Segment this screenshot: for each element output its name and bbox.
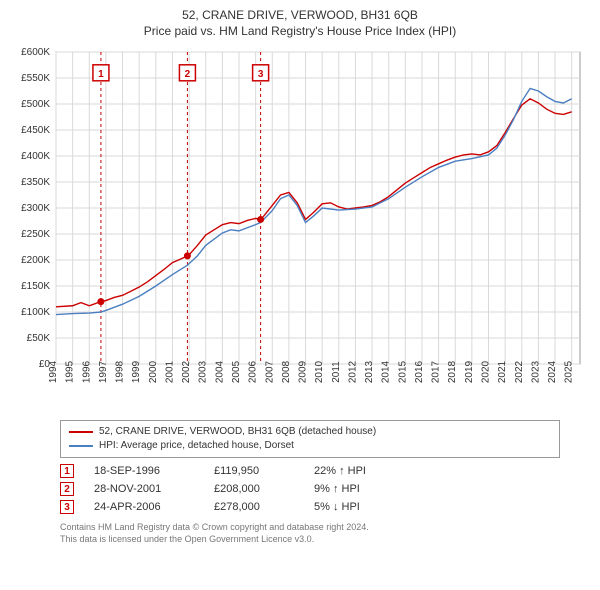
- svg-text:2024: 2024: [547, 360, 558, 383]
- svg-text:2009: 2009: [298, 360, 309, 383]
- svg-text:1995: 1995: [65, 360, 76, 383]
- svg-text:1996: 1996: [81, 360, 92, 383]
- svg-text:1999: 1999: [131, 360, 142, 383]
- legend-swatch: [69, 431, 93, 433]
- svg-text:2004: 2004: [214, 360, 225, 383]
- footnote-line2: This data is licensed under the Open Gov…: [60, 534, 560, 546]
- svg-text:2013: 2013: [364, 360, 375, 383]
- svg-text:£600K: £600K: [21, 47, 50, 58]
- svg-text:1998: 1998: [115, 360, 126, 383]
- footnote-line1: Contains HM Land Registry data © Crown c…: [60, 522, 560, 534]
- legend-item: HPI: Average price, detached house, Dors…: [69, 439, 551, 453]
- svg-text:2018: 2018: [447, 360, 458, 383]
- svg-text:2015: 2015: [397, 360, 408, 383]
- sale-delta: 5% ↓ HPI: [314, 501, 404, 513]
- svg-text:£50K: £50K: [27, 333, 51, 344]
- line-chart-svg: £0£50K£100K£150K£200K£250K£300K£350K£400…: [0, 44, 600, 414]
- svg-text:2017: 2017: [431, 360, 442, 383]
- legend-item: 52, CRANE DRIVE, VERWOOD, BH31 6QB (deta…: [69, 425, 551, 439]
- svg-text:3: 3: [258, 69, 264, 80]
- svg-text:2025: 2025: [564, 360, 575, 383]
- svg-text:2: 2: [185, 69, 191, 80]
- sale-delta: 9% ↑ HPI: [314, 483, 404, 495]
- sale-date: 28-NOV-2001: [94, 483, 194, 495]
- svg-text:2006: 2006: [248, 360, 259, 383]
- sales-row: 3 24-APR-2006 £278,000 5% ↓ HPI: [60, 498, 560, 516]
- footnote: Contains HM Land Registry data © Crown c…: [60, 522, 560, 545]
- svg-text:2023: 2023: [530, 360, 541, 383]
- svg-text:£100K: £100K: [21, 307, 50, 318]
- svg-text:2000: 2000: [148, 360, 159, 383]
- svg-text:2016: 2016: [414, 360, 425, 383]
- svg-text:2008: 2008: [281, 360, 292, 383]
- svg-text:£500K: £500K: [21, 99, 50, 110]
- svg-text:1997: 1997: [98, 360, 109, 383]
- svg-text:£150K: £150K: [21, 281, 50, 292]
- sale-marker-box: 1: [60, 464, 74, 478]
- svg-text:£200K: £200K: [21, 255, 50, 266]
- svg-text:1994: 1994: [48, 360, 59, 383]
- chart-title: 52, CRANE DRIVE, VERWOOD, BH31 6QB: [0, 0, 600, 22]
- sale-marker-box: 2: [60, 482, 74, 496]
- chart-area: £0£50K£100K£150K£200K£250K£300K£350K£400…: [0, 44, 600, 414]
- sale-marker-box: 3: [60, 500, 74, 514]
- svg-text:2005: 2005: [231, 360, 242, 383]
- svg-text:1: 1: [98, 69, 104, 80]
- svg-text:2014: 2014: [381, 360, 392, 383]
- legend-label: HPI: Average price, detached house, Dors…: [99, 439, 294, 453]
- legend-label: 52, CRANE DRIVE, VERWOOD, BH31 6QB (deta…: [99, 425, 376, 439]
- svg-text:£400K: £400K: [21, 151, 50, 162]
- svg-text:£350K: £350K: [21, 177, 50, 188]
- sale-date: 24-APR-2006: [94, 501, 194, 513]
- svg-text:2010: 2010: [314, 360, 325, 383]
- sale-delta: 22% ↑ HPI: [314, 465, 404, 477]
- svg-text:2007: 2007: [264, 360, 275, 383]
- svg-text:£250K: £250K: [21, 229, 50, 240]
- svg-text:2002: 2002: [181, 360, 192, 383]
- svg-text:2001: 2001: [164, 360, 175, 383]
- svg-text:2011: 2011: [331, 361, 342, 383]
- svg-text:2020: 2020: [481, 360, 492, 383]
- svg-text:£300K: £300K: [21, 203, 50, 214]
- svg-text:2022: 2022: [514, 360, 525, 383]
- sale-price: £119,950: [214, 465, 294, 477]
- chart-subtitle: Price paid vs. HM Land Registry's House …: [0, 22, 600, 44]
- svg-text:2021: 2021: [497, 360, 508, 383]
- svg-text:2019: 2019: [464, 360, 475, 383]
- svg-text:£450K: £450K: [21, 125, 50, 136]
- svg-text:2012: 2012: [347, 360, 358, 383]
- legend: 52, CRANE DRIVE, VERWOOD, BH31 6QB (deta…: [60, 420, 560, 458]
- svg-text:2003: 2003: [198, 360, 209, 383]
- sale-price: £278,000: [214, 501, 294, 513]
- legend-swatch: [69, 445, 93, 447]
- sale-date: 18-SEP-1996: [94, 465, 194, 477]
- sales-row: 1 18-SEP-1996 £119,950 22% ↑ HPI: [60, 462, 560, 480]
- sales-table: 1 18-SEP-1996 £119,950 22% ↑ HPI 2 28-NOV-200…: [60, 462, 560, 516]
- svg-text:£550K: £550K: [21, 73, 50, 84]
- sales-row: 2 28-NOV-2001 £208,000 9% ↑ HPI: [60, 480, 560, 498]
- sale-price: £208,000: [214, 483, 294, 495]
